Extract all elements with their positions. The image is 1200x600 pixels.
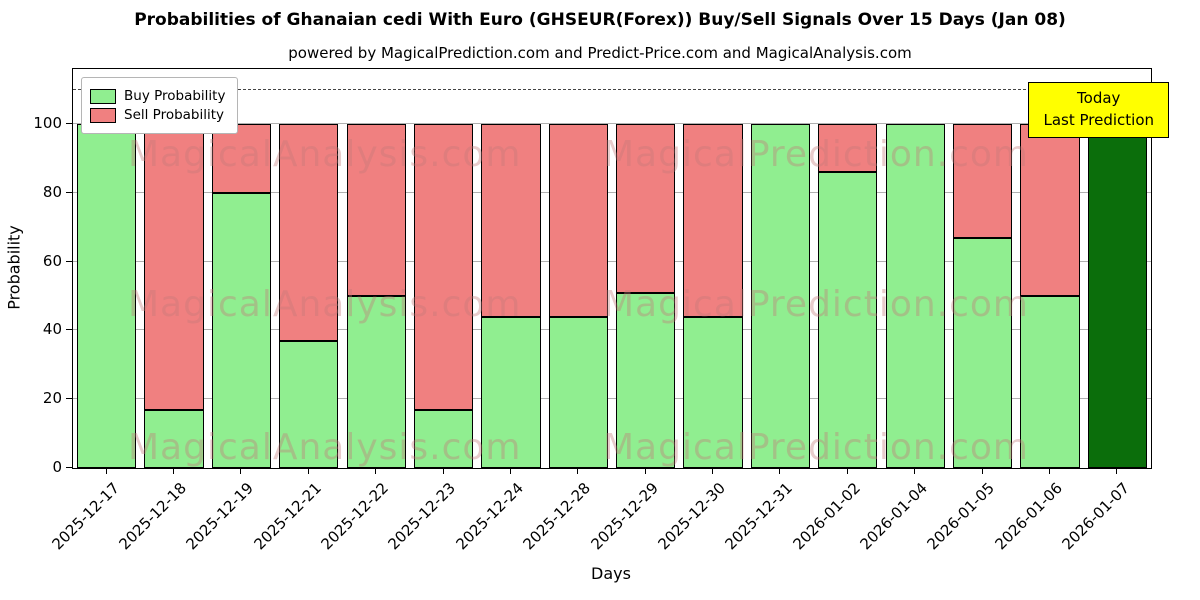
bar-buy-2025-12-30 <box>683 316 743 468</box>
chart-title: Probabilities of Ghanaian cedi With Euro… <box>134 10 1066 30</box>
bar-buy-2026-01-06 <box>1020 296 1080 468</box>
sell-swatch-icon <box>90 107 116 123</box>
bar-buy-2025-12-28 <box>548 316 608 468</box>
bar-buy-2025-12-24 <box>481 316 541 468</box>
bar-sell-2025-12-23 <box>413 124 474 410</box>
x-tick-label: 2025-12-21 <box>250 479 325 554</box>
gridline-20 <box>73 398 1151 400</box>
y-tick-label: 0 <box>52 458 62 476</box>
y-tick-label: 60 <box>42 251 62 270</box>
y-tick-mark <box>66 123 72 125</box>
legend-item-sell: Sell Probability <box>90 107 225 123</box>
bar-buy-2025-12-18 <box>144 409 204 468</box>
x-tick-label: 2025-12-17 <box>48 479 123 554</box>
plot-area: Buy Probability Sell Probability Today L… <box>72 68 1169 469</box>
chart-subtitle: powered by MagicalPrediction.com and Pre… <box>288 44 912 62</box>
gridline-60 <box>73 260 1151 262</box>
watermark-text: MagicalPrediction.com <box>603 134 1029 175</box>
x-tick-label: 2025-12-22 <box>317 479 392 554</box>
x-tick-label: 2025-12-19 <box>182 479 258 554</box>
bar-buy-2025-12-22 <box>346 296 406 468</box>
bar-sell-2026-01-02 <box>818 124 878 173</box>
bar-sell-2025-12-19 <box>211 124 272 193</box>
x-tick-label: 2025-12-24 <box>452 479 527 554</box>
y-tick-label: 40 <box>42 320 62 339</box>
x-tick-mark <box>105 468 107 474</box>
bar-buy-2025-12-23 <box>413 409 474 468</box>
bar-buy-2026-01-04 <box>885 124 945 468</box>
bar-sell-2025-12-22 <box>346 124 406 297</box>
y-tick-mark <box>66 467 72 468</box>
watermark-text: MagicalPrediction.com <box>603 427 1029 468</box>
bar-buy-2026-01-05 <box>952 237 1013 468</box>
gridline-80 <box>73 191 1151 193</box>
y-tick-label: 20 <box>42 389 62 408</box>
today-annotation: Today Last Prediction <box>1028 82 1169 138</box>
x-tick-label: 2025-12-18 <box>115 479 190 554</box>
today-annotation-line2: Last Prediction <box>1043 110 1154 129</box>
watermark-text: MagicalPrediction.com <box>603 284 1029 325</box>
watermark-text: MagicalAnalysis.com <box>128 134 522 175</box>
x-tick-label: 2026-01-05 <box>923 479 999 554</box>
x-tick-label: 2026-01-04 <box>856 479 931 554</box>
gridline-100 <box>73 123 1151 125</box>
x-tick-label: 2026-01-06 <box>991 479 1066 554</box>
watermark-text: MagicalAnalysis.com <box>128 427 522 468</box>
x-tick-mark <box>240 468 242 474</box>
x-tick-mark <box>442 468 444 474</box>
x-tick-label: 2025-12-23 <box>384 479 460 554</box>
x-tick-mark <box>846 468 848 474</box>
x-tick-label: 2025-12-29 <box>587 479 662 554</box>
x-tick-mark <box>375 468 377 474</box>
legend-sell-label: Sell Probability <box>124 107 225 123</box>
x-tick-label: 2025-12-30 <box>654 479 729 554</box>
bar-sell-2025-12-29 <box>616 124 676 293</box>
bar-sell-2026-01-05 <box>952 124 1013 238</box>
legend: Buy Probability Sell Probability <box>81 77 239 134</box>
x-tick-label: 2025-12-31 <box>721 479 797 554</box>
bar-sell-2025-12-24 <box>481 124 541 317</box>
x-tick-mark <box>307 468 309 474</box>
bar-sell-2025-12-21 <box>279 124 339 341</box>
x-tick-label: 2026-01-07 <box>1058 479 1134 554</box>
bar-buy-2025-12-19 <box>211 192 272 468</box>
x-tick-mark <box>509 468 511 474</box>
dashed-threshold-line <box>73 88 1151 90</box>
legend-item-buy: Buy Probability <box>90 88 225 104</box>
x-tick-mark <box>779 468 781 474</box>
x-tick-label: 2026-01-02 <box>789 479 864 554</box>
y-tick-mark <box>66 260 72 262</box>
x-tick-mark <box>577 468 579 474</box>
x-tick-mark <box>981 468 983 474</box>
y-tick-label: 100 <box>33 114 62 133</box>
x-tick-mark <box>712 468 714 474</box>
x-axis-label: Days <box>591 564 631 583</box>
bar-buy-2026-01-07 <box>1087 124 1147 468</box>
bar-sell-2025-12-30 <box>683 124 743 317</box>
bar-buy-2026-01-02 <box>818 172 878 468</box>
bar-sell-2026-01-06 <box>1020 124 1080 297</box>
buy-swatch-icon <box>90 88 116 104</box>
bar-buy-2025-12-21 <box>279 340 339 468</box>
y-tick-mark <box>66 329 72 331</box>
x-tick-label: 2025-12-28 <box>519 479 595 554</box>
bar-sell-2025-12-28 <box>548 124 608 317</box>
legend-buy-label: Buy Probability <box>124 88 226 104</box>
y-tick-mark <box>66 398 72 400</box>
x-tick-mark <box>173 468 175 474</box>
bar-buy-2025-12-31 <box>750 124 811 468</box>
x-tick-mark <box>644 468 646 474</box>
x-tick-mark <box>914 468 916 474</box>
y-tick-label: 80 <box>42 182 62 201</box>
x-tick-mark <box>1116 468 1118 474</box>
gridline-40 <box>73 329 1151 331</box>
x-tick-mark <box>1048 468 1050 474</box>
today-annotation-line1: Today <box>1077 89 1121 107</box>
watermark-text: MagicalAnalysis.com <box>128 284 522 325</box>
bar-buy-2025-12-29 <box>616 292 676 468</box>
y-tick-mark <box>66 191 72 193</box>
